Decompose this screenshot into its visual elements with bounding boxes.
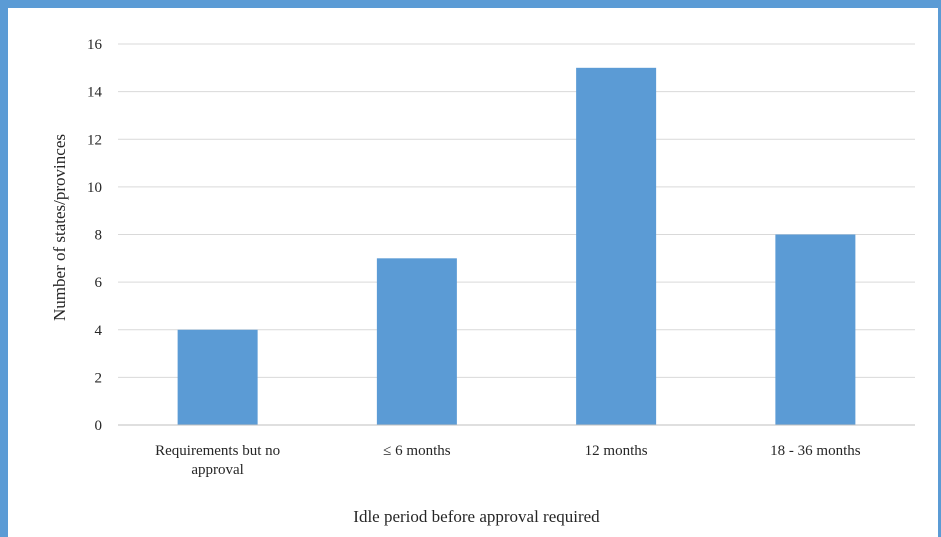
bar bbox=[376, 258, 457, 425]
x-tick-label: ≤ 6 months bbox=[383, 443, 451, 459]
bar bbox=[177, 329, 258, 425]
x-tick-label: 18 - 36 months bbox=[770, 443, 861, 459]
y-tick-labels: 0 2 4 6 8 10 12 14 16 bbox=[87, 37, 103, 434]
y-tick-label: 8 bbox=[95, 228, 103, 244]
x-tick-labels: Requirements but no approval ≤ 6 months 12 … bbox=[155, 443, 861, 478]
x-tick-label: Requirements but no bbox=[155, 443, 280, 459]
y-tick-label: 12 bbox=[87, 132, 102, 148]
x-axis-title: Idle period before approval required bbox=[353, 507, 600, 526]
y-tick-label: 10 bbox=[87, 180, 102, 196]
y-tick-label: 14 bbox=[87, 85, 103, 101]
y-tick-label: 0 bbox=[95, 418, 103, 434]
bar bbox=[576, 67, 657, 425]
y-tick-label: 16 bbox=[87, 37, 103, 53]
bars bbox=[177, 67, 856, 425]
y-axis-title: Number of states/provinces bbox=[50, 134, 69, 321]
x-tick-label: approval bbox=[191, 462, 243, 478]
y-tick-label: 6 bbox=[95, 275, 103, 291]
y-tick-label: 2 bbox=[95, 370, 103, 386]
x-tick-label: 12 months bbox=[585, 443, 648, 459]
bar bbox=[775, 234, 856, 425]
y-tick-label: 4 bbox=[95, 323, 103, 339]
